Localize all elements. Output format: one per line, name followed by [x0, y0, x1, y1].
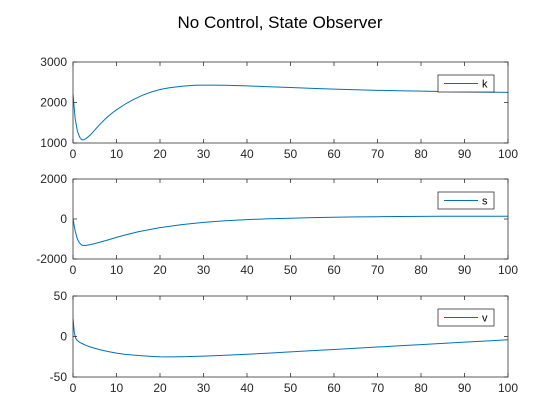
y-tick-label: 2000	[40, 96, 67, 110]
x-tick-label: 0	[70, 147, 77, 161]
plot-area	[73, 62, 508, 143]
y-tick-label: 0	[60, 330, 67, 344]
x-tick-label: 10	[110, 381, 124, 395]
y-tick-label: 2000	[40, 172, 67, 186]
x-tick-label: 20	[153, 147, 167, 161]
x-tick-label: 60	[327, 147, 341, 161]
x-tick-label: 70	[371, 381, 385, 395]
x-tick-label: 50	[284, 263, 298, 277]
x-tick-label: 60	[327, 381, 341, 395]
plot-area	[73, 296, 508, 377]
series-line-v	[73, 318, 508, 358]
x-tick-label: 80	[414, 147, 428, 161]
x-tick-label: 90	[458, 147, 472, 161]
x-tick-label: 70	[371, 263, 385, 277]
legend-label: s	[482, 196, 488, 208]
legend: v	[437, 308, 495, 327]
x-tick-label: 40	[240, 263, 254, 277]
x-tick-label: 30	[197, 381, 211, 395]
figure-title: No Control, State Observer	[177, 13, 382, 32]
y-tick-label: -50	[50, 370, 68, 384]
x-tick-label: 0	[70, 263, 77, 277]
x-tick-label: 70	[371, 147, 385, 161]
x-tick-label: 50	[284, 147, 298, 161]
x-tick-label: 100	[498, 381, 518, 395]
y-tick-label: 3000	[40, 55, 67, 69]
legend: s	[437, 191, 495, 210]
y-tick-label: 1000	[40, 136, 67, 150]
x-tick-label: 40	[240, 381, 254, 395]
y-tick-label: 0	[60, 212, 67, 226]
x-tick-label: 90	[458, 381, 472, 395]
x-tick-label: 60	[327, 263, 341, 277]
x-tick-label: 30	[197, 263, 211, 277]
x-tick-label: 100	[498, 263, 518, 277]
x-tick-label: 100	[498, 147, 518, 161]
y-tick-label: -2000	[36, 252, 67, 266]
y-tick-label: 50	[54, 289, 68, 303]
legend-label: k	[482, 79, 488, 91]
x-tick-label: 30	[197, 147, 211, 161]
x-tick-label: 20	[153, 381, 167, 395]
x-tick-label: 0	[70, 381, 77, 395]
x-tick-label: 10	[110, 263, 124, 277]
x-tick-label: 90	[458, 263, 472, 277]
legend-label: v	[482, 313, 488, 325]
x-tick-label: 40	[240, 147, 254, 161]
x-tick-label: 80	[414, 381, 428, 395]
axes-1: 0 10 20 30 40 50 60 70 80 90 100 1000 2000 3000 k	[40, 55, 518, 161]
x-tick-label: 20	[153, 263, 167, 277]
plot-area	[73, 179, 508, 259]
x-tick-label: 50	[284, 381, 298, 395]
legend: k	[437, 74, 495, 93]
x-tick-label: 10	[110, 147, 124, 161]
series-line-k	[73, 84, 508, 141]
series-line-s	[73, 215, 508, 247]
x-tick-label: 80	[414, 263, 428, 277]
